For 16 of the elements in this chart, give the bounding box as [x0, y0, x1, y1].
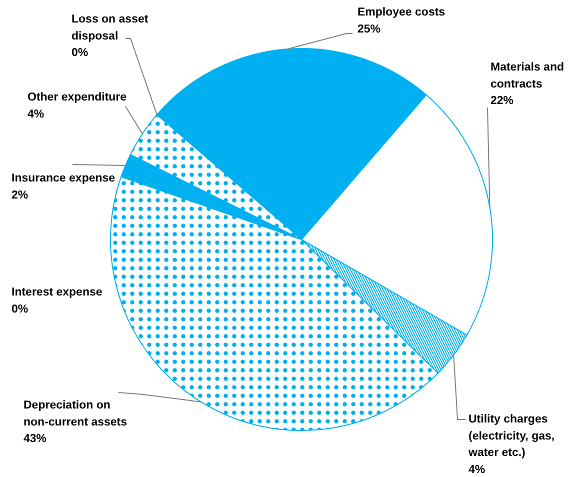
slice-label: Employee costs: [358, 6, 446, 18]
data-label: 4%: [28, 108, 44, 120]
data-label: 25%: [358, 23, 381, 36]
category-label: Interest expense: [12, 286, 102, 298]
category-label: Loss on asset disposal: [72, 14, 148, 42]
slice-label: Insurance expense: [12, 172, 116, 184]
slice-label: Materials and contracts: [490, 62, 564, 90]
text: 0%: [72, 47, 88, 60]
text: 0%: [12, 303, 28, 316]
slice-label: Utility charges (electricity, gas, water etc.): [468, 414, 555, 460]
data-label: 4%: [468, 464, 486, 476]
data-label: 2%: [12, 189, 28, 202]
data-label: 22%: [490, 95, 514, 108]
slice-label: Depreciation on non-current assets: [24, 400, 128, 428]
slice-label: Other expenditure: [28, 92, 127, 104]
data-label: 43%: [24, 433, 47, 446]
